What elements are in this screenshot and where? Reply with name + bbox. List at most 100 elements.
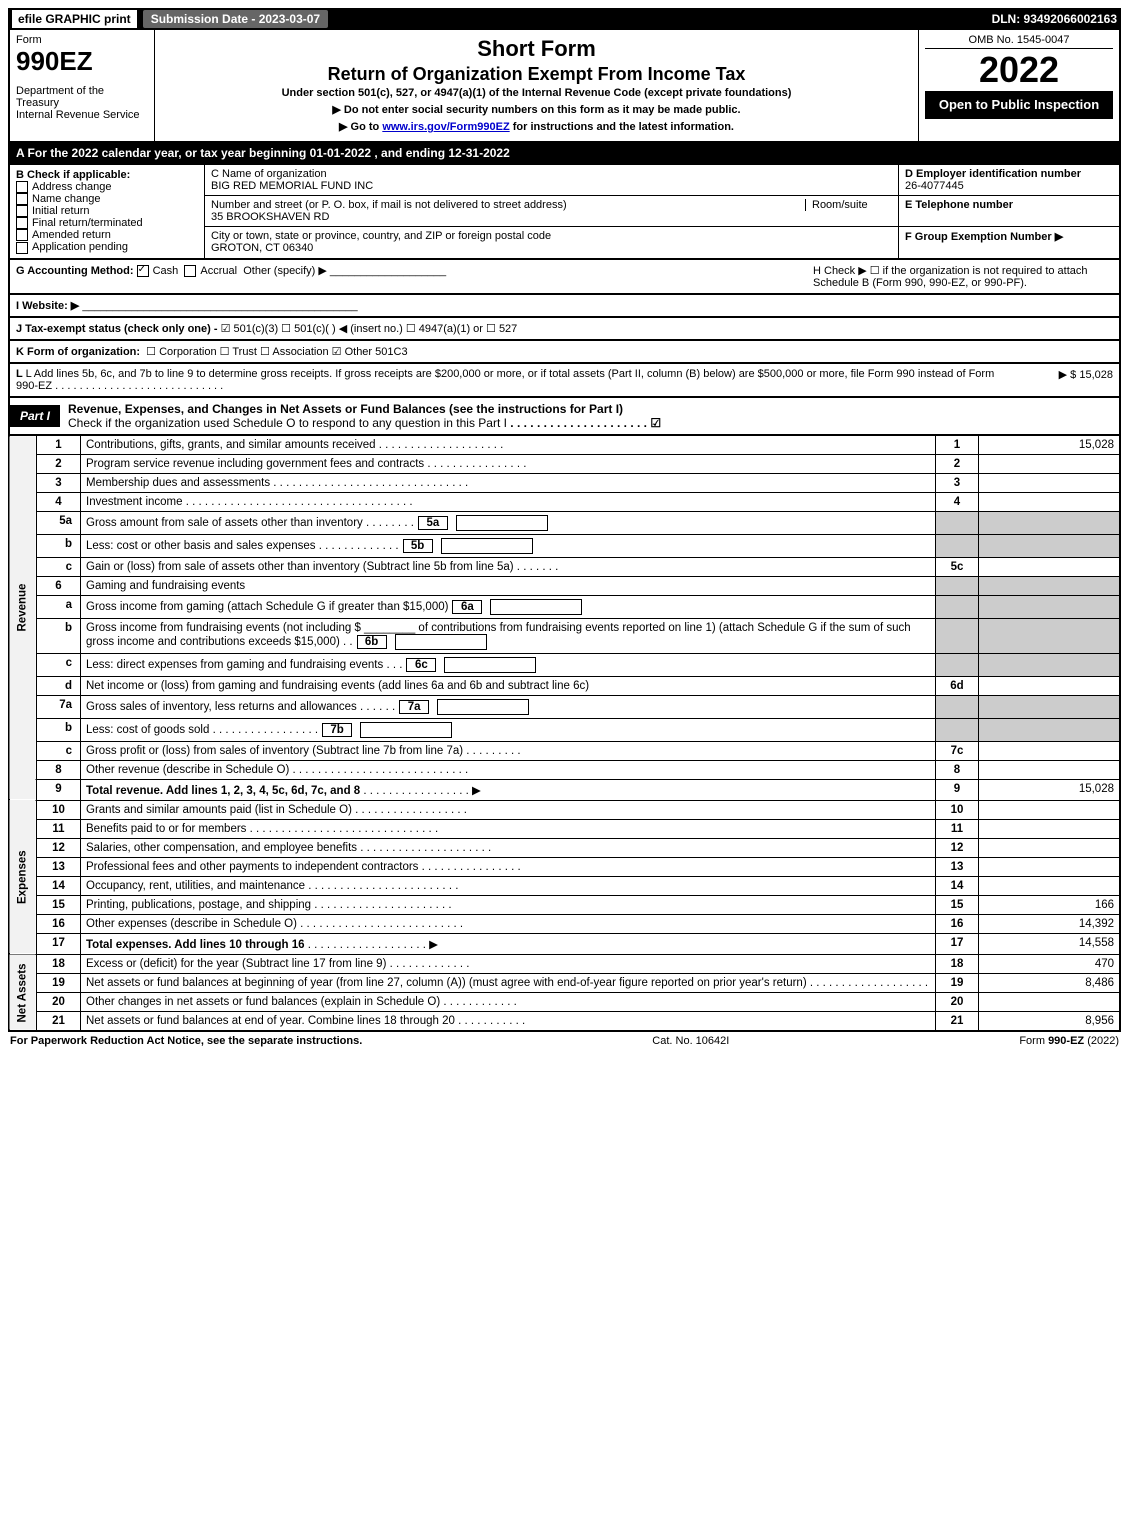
footer-mid: Cat. No. 10642I <box>652 1035 729 1047</box>
box-e-label: E Telephone number <box>905 199 1113 211</box>
line19-text: Net assets or fund balances at beginning… <box>86 977 807 989</box>
line13-num: 13 <box>936 857 979 876</box>
line5c-amt <box>979 557 1121 576</box>
checkbox-application-pending[interactable] <box>16 242 28 254</box>
tax-year: 2022 <box>925 49 1113 91</box>
checkbox-accrual[interactable] <box>184 265 196 277</box>
row-h-text: H Check ▶ ☐ if the organization is not r… <box>813 264 1113 289</box>
line7a-box: 7a <box>399 700 429 714</box>
warning-line: ▶ Do not enter social security numbers o… <box>163 103 910 116</box>
row-k: K Form of organization: ☐ Corporation ☐ … <box>8 341 1121 364</box>
line18-num: 18 <box>936 954 979 973</box>
checkbox-cash[interactable] <box>137 265 149 277</box>
line16-amt: 14,392 <box>979 914 1121 933</box>
line7b-text: Less: cost of goods sold <box>86 724 209 736</box>
line17-text: Total expenses. Add lines 10 through 16 <box>86 939 305 951</box>
line6d-text: Net income or (loss) from gaming and fun… <box>81 676 936 695</box>
line5b-text: Less: cost or other basis and sales expe… <box>86 540 316 552</box>
opt-cash: Cash <box>153 265 179 277</box>
opt-accrual: Accrual <box>200 265 237 277</box>
form-number: 990EZ <box>16 46 148 77</box>
revenue-side-label: Revenue <box>9 436 37 780</box>
checkbox-initial-return[interactable] <box>16 205 28 217</box>
line21-text: Net assets or fund balances at end of ye… <box>86 1015 455 1027</box>
line6b-text1: Gross income from fundraising events (no… <box>86 622 361 634</box>
line21-num: 21 <box>936 1011 979 1031</box>
line5a-text: Gross amount from sale of assets other t… <box>86 517 363 529</box>
line15-text: Printing, publications, postage, and shi… <box>86 899 311 911</box>
line9-arrow: ▶ <box>472 785 481 797</box>
line4-num: 4 <box>936 492 979 511</box>
line11-num: 11 <box>936 819 979 838</box>
opt-address-change: Address change <box>32 181 112 193</box>
line18-amt: 470 <box>979 954 1121 973</box>
line6-text: Gaming and fundraising events <box>81 576 936 595</box>
checkbox-amended-return[interactable] <box>16 229 28 241</box>
entity-info-block: B Check if applicable: Address change Na… <box>8 165 1121 260</box>
row-j: J Tax-exempt status (check only one) - ☑… <box>8 318 1121 341</box>
line12-num: 12 <box>936 838 979 857</box>
page-footer: For Paperwork Reduction Act Notice, see … <box>8 1032 1121 1050</box>
line3-amt <box>979 473 1121 492</box>
dept-label: Department of the Treasury <box>16 85 148 109</box>
line9-amt: 15,028 <box>979 779 1121 800</box>
line6c-box: 6c <box>406 658 436 672</box>
line7c-amt <box>979 741 1121 760</box>
irs-link[interactable]: www.irs.gov/Form990EZ <box>382 121 509 133</box>
line20-amt <box>979 992 1121 1011</box>
line10-amt <box>979 800 1121 819</box>
line12-text: Salaries, other compensation, and employ… <box>86 842 357 854</box>
opt-final-return: Final return/terminated <box>32 217 143 229</box>
box-c-name-label: C Name of organization <box>211 168 892 180</box>
line6a-text: Gross income from gaming (attach Schedul… <box>86 601 448 613</box>
form-header: Form 990EZ Department of the Treasury In… <box>8 30 1121 143</box>
line13-amt <box>979 857 1121 876</box>
dln-label: DLN: 93492066002163 <box>992 12 1117 26</box>
row-j-opts: ☑ 501(c)(3) ☐ 501(c)( ) ◀ (insert no.) ☐… <box>221 323 518 335</box>
opt-name-change: Name change <box>32 193 101 205</box>
form-word: Form <box>16 34 148 46</box>
line1-text: Contributions, gifts, grants, and simila… <box>86 439 376 451</box>
checkbox-final-return[interactable] <box>16 217 28 229</box>
row-k-opts: ☐ Corporation ☐ Trust ☐ Association ☑ Ot… <box>146 346 407 358</box>
footer-right: Form 990-EZ (2022) <box>1019 1035 1119 1047</box>
street-label: Number and street (or P. O. box, if mail… <box>211 199 567 211</box>
goto-post: for instructions and the latest informat… <box>510 121 734 133</box>
goto-line: ▶ Go to www.irs.gov/Form990EZ for instru… <box>163 120 910 133</box>
submission-date-label: Submission Date - 2023-03-07 <box>143 10 328 28</box>
line4-amt <box>979 492 1121 511</box>
row-i: I Website: ▶ ___________________________… <box>8 295 1121 318</box>
line14-text: Occupancy, rent, utilities, and maintena… <box>86 880 305 892</box>
street-value: 35 BROOKSHAVEN RD <box>211 211 567 223</box>
efile-label: efile GRAPHIC print <box>12 10 137 28</box>
line3-num: 3 <box>936 473 979 492</box>
opt-initial-return: Initial return <box>32 205 89 217</box>
line11-text: Benefits paid to or for members <box>86 823 246 835</box>
part1-label: Part I <box>10 405 60 427</box>
row-g-h: G Accounting Method: Cash Accrual Other … <box>8 260 1121 295</box>
line5a-box: 5a <box>418 516 448 530</box>
part1-title: Revenue, Expenses, and Changes in Net As… <box>68 402 623 416</box>
line19-amt: 8,486 <box>979 973 1121 992</box>
line1-num: 1 <box>936 436 979 455</box>
expenses-side-label: Expenses <box>9 800 37 954</box>
line8-text: Other revenue (describe in Schedule O) <box>86 764 289 776</box>
line6a-box: 6a <box>452 600 482 614</box>
line7a-text: Gross sales of inventory, less returns a… <box>86 701 357 713</box>
line8-num: 8 <box>936 760 979 779</box>
line14-num: 14 <box>936 876 979 895</box>
checkbox-name-change[interactable] <box>16 193 28 205</box>
top-bar: efile GRAPHIC print Submission Date - 20… <box>8 8 1121 30</box>
opt-other: Other (specify) ▶ <box>243 265 327 277</box>
line16-num: 16 <box>936 914 979 933</box>
line3-text: Membership dues and assessments <box>86 477 270 489</box>
part1-table: Revenue 1 Contributions, gifts, grants, … <box>8 436 1121 1032</box>
line5c-text: Gain or (loss) from sale of assets other… <box>86 561 514 573</box>
line15-num: 15 <box>936 895 979 914</box>
checkbox-address-change[interactable] <box>16 181 28 193</box>
open-public-box: Open to Public Inspection <box>925 91 1113 119</box>
irs-label: Internal Revenue Service <box>16 109 148 121</box>
omb-number: OMB No. 1545-0047 <box>925 34 1113 49</box>
line17-amt: 14,558 <box>979 933 1121 954</box>
line8-amt <box>979 760 1121 779</box>
